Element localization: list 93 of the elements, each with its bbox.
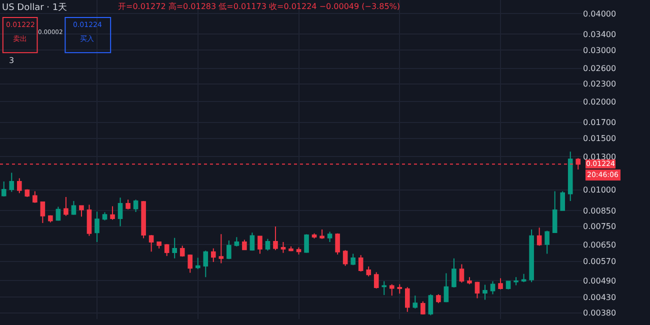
candlestick <box>514 276 518 286</box>
candlestick <box>452 258 456 288</box>
candlestick <box>64 196 68 216</box>
annotation: 3 <box>9 56 14 65</box>
candlestick <box>71 200 76 216</box>
candlestick <box>490 280 496 295</box>
candlestick <box>48 214 53 223</box>
candlestick <box>474 281 480 299</box>
candlestick <box>382 280 387 296</box>
candlestick <box>420 300 426 316</box>
candlestick <box>40 201 46 224</box>
candlestick <box>560 190 565 212</box>
candlestick <box>156 240 162 250</box>
candlestick <box>180 245 185 258</box>
y-tick-label: 0.00650 <box>583 240 616 250</box>
y-tick-label: 0.00490 <box>583 276 616 286</box>
candlestick <box>397 284 402 294</box>
candlestick <box>405 286 410 312</box>
candlestick <box>226 240 232 260</box>
y-tick-label: 0.02000 <box>583 97 616 106</box>
candlestick <box>79 204 84 218</box>
candlestick <box>529 228 534 283</box>
candlestick <box>521 273 526 283</box>
candlestick <box>188 254 193 274</box>
candlestick <box>32 190 38 204</box>
candlestick <box>141 200 146 239</box>
candlestick <box>467 276 472 285</box>
candlestick <box>86 204 92 236</box>
candlestick <box>358 254 364 272</box>
y-tick-label: 0.01500 <box>583 134 616 144</box>
y-tick-label: 0.00430 <box>583 292 616 302</box>
candlestick <box>335 232 340 256</box>
candlestick <box>444 272 449 303</box>
candlestick <box>133 199 138 212</box>
candlestick <box>195 257 200 270</box>
y-tick-label: 0.02600 <box>583 64 616 74</box>
candlestick <box>242 239 247 251</box>
y-tick-label: 0.00380 <box>583 308 616 318</box>
y-tick-label: 0.04000 <box>583 9 616 18</box>
candlestick <box>203 250 208 278</box>
candlestick <box>102 212 108 221</box>
candlestick <box>1 180 6 197</box>
candlestick <box>428 294 434 316</box>
candlestick <box>258 235 262 254</box>
y-tick-label: 0.00570 <box>583 257 616 266</box>
candlestick <box>296 246 302 256</box>
y-tick-label: 0.01000 <box>583 186 616 195</box>
y-tick-label: 0.02300 <box>583 80 616 89</box>
y-tick-label: 0.03400 <box>583 30 616 40</box>
candlestick <box>273 226 278 251</box>
y-tick-label: 0.01300 <box>583 152 616 162</box>
candlestick <box>552 190 558 234</box>
y-tick-label: 0.00850 <box>583 206 616 216</box>
candlestick <box>312 232 317 239</box>
candlestick <box>148 234 154 252</box>
candlestick <box>536 227 542 246</box>
candlestick <box>126 199 130 210</box>
candlestick <box>482 284 488 300</box>
candlestick <box>498 278 503 290</box>
candlestick <box>459 264 464 284</box>
y-tick-label: 0.01700 <box>583 118 616 128</box>
candlestick <box>568 151 573 202</box>
candlestick <box>56 206 61 222</box>
candlestick <box>366 266 371 277</box>
chart-title: US Dollar · 1天 <box>2 2 68 13</box>
candlestick <box>234 236 240 247</box>
candlestick <box>280 242 286 254</box>
annotation: 开=0.01272 高=0.01283 低=0.01173 收=0.01224 −0.00049 (−3.85%) <box>118 2 400 11</box>
y-tick-label: 0.03000 <box>583 46 616 55</box>
candlestick <box>265 238 270 252</box>
candlestick <box>218 234 224 264</box>
candlestick <box>327 231 332 243</box>
candlestick <box>172 237 177 259</box>
candlestick <box>110 206 115 220</box>
candlestick <box>350 253 356 266</box>
candlestick <box>9 172 14 192</box>
candlestick <box>24 188 30 198</box>
candlestick <box>250 232 255 252</box>
y-tick-label: 0.00750 <box>583 222 616 232</box>
candlestick <box>118 197 123 227</box>
candlestick <box>17 178 22 194</box>
candlestick <box>374 272 379 290</box>
candlestick <box>304 234 309 254</box>
candlestick <box>288 246 294 252</box>
candlestick <box>389 284 394 296</box>
candlestick <box>211 248 216 262</box>
candlestick <box>164 244 170 257</box>
candlestick <box>342 250 348 266</box>
candlestick <box>320 228 324 240</box>
candlestick <box>94 211 100 243</box>
candlestick <box>436 294 441 304</box>
candlestick <box>544 230 550 254</box>
candlestick <box>412 295 418 310</box>
